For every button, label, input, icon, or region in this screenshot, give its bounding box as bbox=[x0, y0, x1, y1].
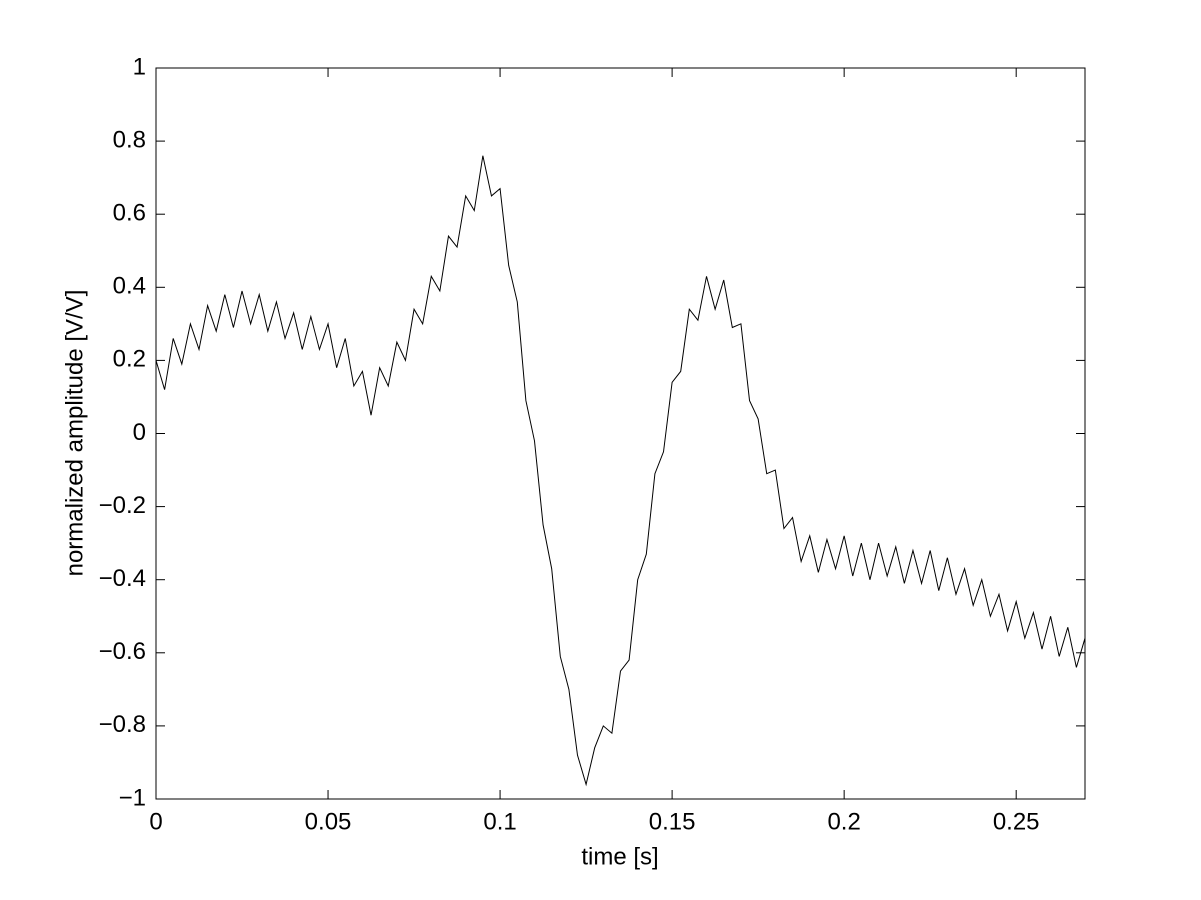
x-tick-label: 0.2 bbox=[827, 808, 860, 835]
y-tick-label: 0.6 bbox=[113, 200, 146, 227]
x-axis-label: time [s] bbox=[581, 843, 658, 870]
y-axis-label: normalized amplitude [V/V] bbox=[61, 290, 88, 577]
x-tick-label: 0.15 bbox=[649, 808, 696, 835]
y-tick-label: −0.4 bbox=[99, 565, 146, 592]
y-tick-label: −0.8 bbox=[99, 711, 146, 738]
y-tick-label: 0 bbox=[133, 419, 146, 446]
y-tick-label: −1 bbox=[119, 784, 146, 811]
y-tick-label: −0.6 bbox=[99, 638, 146, 665]
data-line bbox=[155, 155, 1086, 787]
x-tick-label: 0.1 bbox=[483, 808, 516, 835]
y-tick-label: 0.8 bbox=[113, 126, 146, 153]
y-tick-label: 0.2 bbox=[113, 346, 146, 373]
x-tick-label: 0 bbox=[149, 808, 162, 835]
y-tick-label: 1 bbox=[133, 53, 146, 80]
y-tick-label: −0.2 bbox=[99, 492, 146, 519]
y-tick-label: 0.4 bbox=[113, 273, 146, 300]
x-tick-label: 0.05 bbox=[305, 808, 352, 835]
x-tick-label: 0.25 bbox=[993, 808, 1040, 835]
